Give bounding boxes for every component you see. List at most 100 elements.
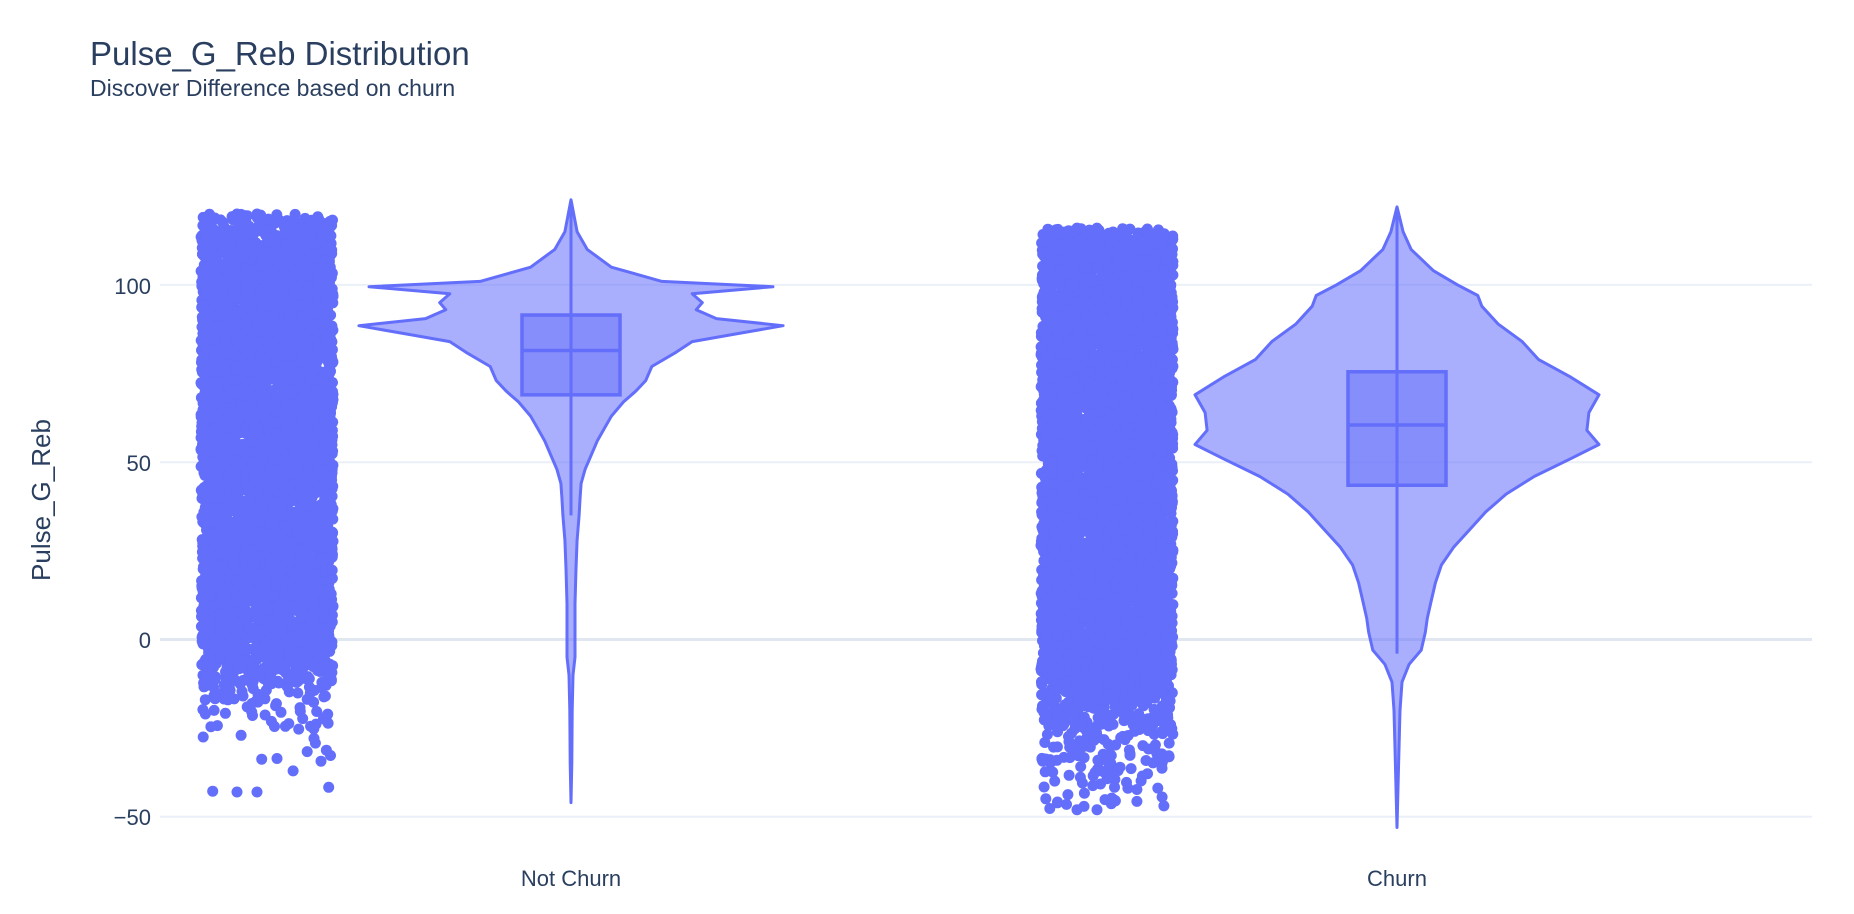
data-point [279, 451, 291, 463]
data-point [218, 679, 230, 691]
data-point [256, 753, 268, 765]
y-axis-title: Pulse_G_Reb [26, 419, 56, 581]
data-point [208, 528, 220, 540]
data-point [243, 499, 255, 511]
data-point [245, 238, 257, 250]
data-point [317, 713, 329, 725]
data-point [265, 671, 277, 683]
data-point [308, 723, 320, 735]
data-point [275, 620, 287, 632]
data-point [292, 444, 304, 456]
data-point [323, 781, 335, 793]
data-point [205, 721, 217, 733]
data-point [210, 310, 222, 322]
data-point [316, 588, 328, 600]
data-point [247, 557, 259, 569]
data-point [271, 753, 283, 764]
data-point [197, 236, 209, 248]
data-point [216, 391, 228, 403]
data-point [218, 590, 230, 602]
data-point [318, 412, 330, 424]
data-point [311, 706, 323, 717]
chart-subtitle: Discover Difference based on churn [90, 75, 455, 101]
data-point [198, 393, 210, 405]
data-point [289, 208, 301, 220]
y-tick-label: 50 [127, 451, 151, 476]
data-point [229, 386, 241, 398]
data-point [287, 765, 299, 777]
data-point [264, 531, 276, 543]
data-point [198, 322, 210, 334]
data-point [322, 301, 334, 313]
data-point [279, 575, 291, 587]
data-point [207, 600, 219, 612]
data-point [282, 240, 294, 252]
y-gridlines [160, 283, 1812, 818]
data-point [221, 640, 233, 652]
data-point [240, 674, 252, 686]
data-point [287, 619, 299, 631]
data-point [307, 413, 319, 425]
data-point [286, 601, 298, 613]
data-point [285, 384, 297, 396]
data-point [210, 501, 222, 513]
data-point [273, 608, 284, 620]
data-point [219, 707, 231, 719]
data-point [241, 543, 253, 555]
data-point [213, 360, 225, 371]
data-point [312, 511, 324, 523]
data-point [229, 479, 241, 491]
data-point [260, 615, 272, 627]
data-point [237, 690, 249, 702]
data-point [301, 746, 313, 758]
data-point [310, 639, 322, 651]
data-point [299, 673, 311, 684]
data-point [252, 389, 264, 401]
data-point [235, 661, 247, 673]
y-tick-label: 100 [114, 274, 151, 299]
y-tick-label: 0 [139, 628, 151, 653]
data-point [202, 515, 214, 526]
data-point [285, 674, 296, 686]
data-point [275, 706, 287, 718]
data-point [326, 490, 338, 502]
data-point [307, 323, 319, 335]
data-point [209, 674, 221, 685]
data-point [320, 744, 332, 756]
data-point [327, 660, 339, 672]
data-point [243, 583, 255, 595]
data-point [197, 264, 209, 276]
data-point [269, 721, 280, 732]
data-point [224, 279, 236, 291]
data-point [235, 729, 247, 741]
data-point [271, 434, 283, 445]
data-point [250, 695, 262, 707]
data-point [319, 317, 331, 329]
data-point [197, 731, 209, 743]
data-point [308, 732, 320, 744]
data-point [215, 214, 226, 226]
data-point [308, 684, 320, 696]
data-point [197, 451, 209, 463]
data-point [259, 336, 271, 347]
data-point [315, 755, 327, 767]
data-point [291, 265, 302, 277]
data-point [320, 381, 332, 393]
data-point [283, 718, 295, 730]
data-point [203, 588, 215, 600]
data-point [284, 656, 296, 668]
data-point [258, 446, 270, 458]
plot-area [195, 198, 1601, 829]
data-point [199, 502, 211, 513]
data-point [207, 785, 219, 797]
data-point [214, 321, 225, 333]
data-point [212, 299, 224, 311]
data-point [297, 713, 309, 725]
data-point [319, 623, 331, 635]
data-point [301, 271, 313, 283]
data-point [304, 402, 316, 414]
data-point [326, 548, 338, 560]
data-point [307, 661, 319, 673]
data-point [212, 516, 223, 528]
